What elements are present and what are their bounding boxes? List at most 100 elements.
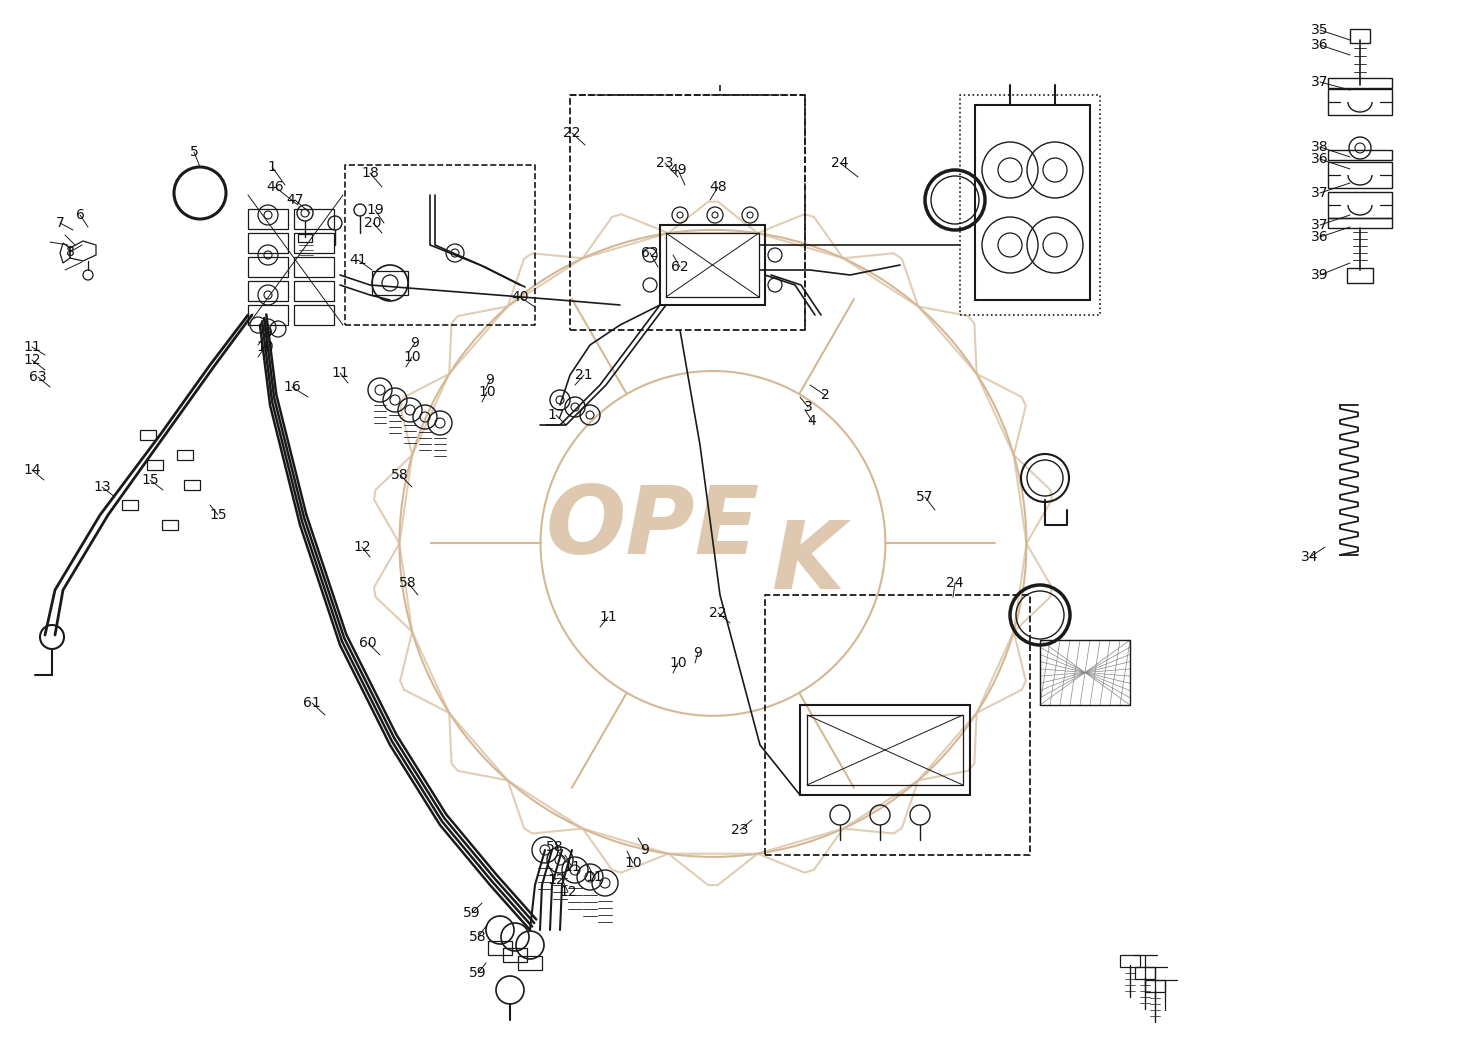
Text: 37: 37: [1311, 218, 1329, 232]
Bar: [248, 209, 288, 229]
Text: 35: 35: [1311, 23, 1329, 37]
Text: 20: 20: [365, 216, 382, 230]
Bar: [1347, 268, 1373, 283]
Bar: [517, 956, 542, 970]
Bar: [298, 234, 312, 242]
Text: OPE: OPE: [545, 483, 760, 575]
Bar: [975, 104, 1089, 300]
Text: 58: 58: [391, 468, 409, 482]
Text: 41: 41: [350, 253, 368, 268]
Text: 61: 61: [303, 696, 320, 710]
Text: 36: 36: [1311, 152, 1329, 166]
Text: 58: 58: [469, 930, 487, 944]
Text: 23: 23: [656, 156, 673, 170]
Text: 34: 34: [1301, 550, 1319, 564]
Text: 5: 5: [190, 145, 198, 159]
Text: 12: 12: [24, 353, 41, 367]
Bar: [1327, 218, 1392, 228]
Bar: [294, 209, 334, 229]
Text: 11: 11: [563, 860, 581, 874]
Text: 17: 17: [547, 408, 564, 422]
Bar: [294, 233, 334, 253]
Text: 14: 14: [24, 463, 41, 477]
Text: 47: 47: [287, 193, 304, 207]
Text: 40: 40: [512, 291, 529, 304]
Bar: [372, 271, 409, 295]
Text: 22: 22: [563, 126, 581, 140]
Bar: [1039, 640, 1130, 705]
Text: 6: 6: [75, 208, 84, 222]
Bar: [294, 281, 334, 301]
Text: 11: 11: [24, 340, 41, 354]
Bar: [800, 705, 970, 795]
Bar: [147, 460, 163, 470]
Text: 1: 1: [268, 160, 276, 175]
Text: 12: 12: [559, 885, 576, 899]
Bar: [1327, 78, 1392, 88]
Text: 59: 59: [463, 906, 481, 920]
Text: 10: 10: [625, 856, 642, 870]
Bar: [1327, 150, 1392, 160]
Text: K: K: [772, 517, 845, 609]
Text: 7: 7: [56, 216, 65, 230]
Text: 16: 16: [284, 380, 301, 394]
Text: 60: 60: [359, 636, 376, 650]
Bar: [666, 233, 759, 297]
Bar: [176, 450, 193, 460]
Bar: [1145, 980, 1166, 992]
Text: 19: 19: [366, 203, 384, 217]
Bar: [1327, 89, 1392, 115]
Bar: [248, 233, 288, 253]
Text: 62: 62: [641, 246, 659, 260]
Text: 10: 10: [256, 340, 273, 354]
Text: 13: 13: [93, 480, 110, 494]
Text: 9: 9: [485, 373, 494, 387]
Text: 59: 59: [469, 966, 487, 980]
Bar: [807, 715, 963, 785]
Text: 23: 23: [731, 823, 748, 837]
Text: 9: 9: [694, 646, 703, 660]
Bar: [1327, 162, 1392, 188]
Bar: [1135, 967, 1155, 979]
Text: 24: 24: [831, 156, 848, 170]
Text: 9: 9: [410, 336, 419, 350]
Bar: [1120, 955, 1141, 967]
Text: 2: 2: [820, 388, 829, 402]
Bar: [248, 305, 288, 325]
Bar: [184, 480, 200, 490]
Text: 15: 15: [141, 473, 159, 487]
Bar: [488, 940, 512, 955]
Text: 12: 12: [353, 540, 370, 554]
Text: 49: 49: [669, 163, 686, 177]
Text: 38: 38: [1311, 140, 1329, 154]
Text: 39: 39: [1311, 268, 1329, 282]
Text: 37: 37: [1311, 75, 1329, 89]
Text: 62: 62: [672, 260, 689, 274]
Text: 22: 22: [709, 606, 726, 620]
Bar: [294, 305, 334, 325]
Text: 24: 24: [947, 576, 964, 590]
Text: 58: 58: [547, 840, 564, 854]
Text: 36: 36: [1311, 230, 1329, 243]
Text: 11: 11: [331, 366, 348, 380]
Text: 9: 9: [263, 326, 272, 340]
Bar: [140, 429, 156, 440]
Bar: [503, 948, 528, 962]
Text: 21: 21: [575, 368, 592, 382]
Text: 63: 63: [29, 370, 47, 384]
Text: 58: 58: [400, 576, 417, 590]
Text: 9: 9: [641, 843, 650, 857]
Bar: [248, 257, 288, 277]
Text: 11: 11: [600, 610, 617, 624]
Text: 12: 12: [547, 873, 564, 887]
Text: 3: 3: [804, 400, 813, 414]
Text: 48: 48: [709, 180, 726, 194]
Text: 4: 4: [807, 414, 816, 428]
Text: 46: 46: [266, 180, 284, 194]
Bar: [660, 225, 764, 305]
Bar: [1327, 192, 1392, 218]
Text: 15: 15: [209, 508, 226, 522]
Bar: [162, 520, 178, 530]
Text: 11: 11: [585, 870, 603, 884]
Text: 10: 10: [403, 350, 420, 364]
